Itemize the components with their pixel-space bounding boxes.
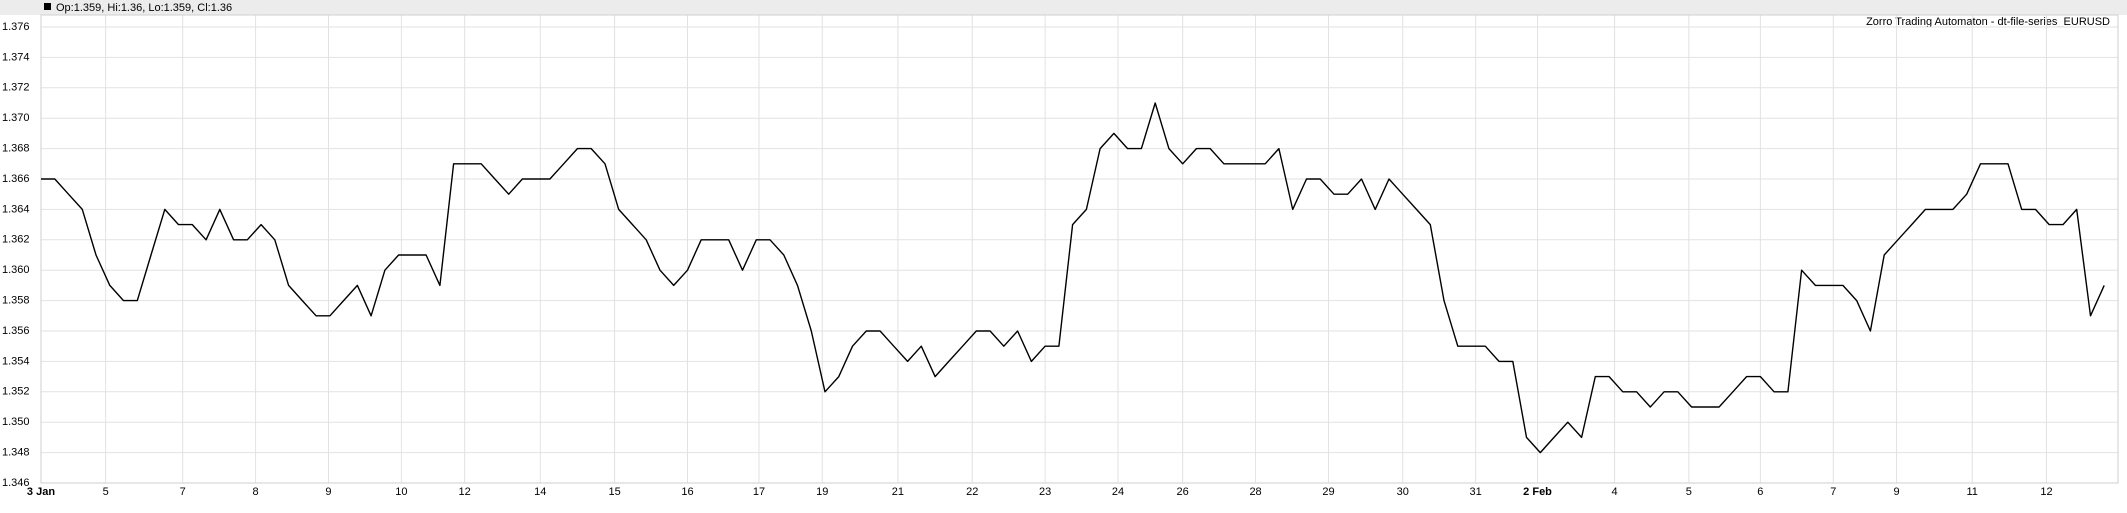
x-tick-label: 11: [1966, 486, 1977, 498]
y-tick-label: 1.358: [2, 295, 30, 307]
x-tick-label: 12: [459, 486, 471, 498]
x-tick-label: 8: [253, 486, 259, 498]
x-tick-label: 28: [1249, 486, 1261, 498]
x-tick-label: 19: [816, 486, 828, 498]
x-tick-label: 12: [2040, 486, 2052, 498]
y-tick-label: 1.352: [2, 386, 30, 398]
header-text: Op:1.359, Hi:1.36, Lo:1.359, Cl:1.36: [56, 2, 232, 14]
y-tick-label: 1.376: [2, 21, 30, 33]
x-tick-label: 9: [325, 486, 331, 498]
x-tick-label: 26: [1177, 486, 1189, 498]
x-tick-label: 3 Jan: [27, 486, 55, 498]
x-tick-label: 21: [892, 486, 904, 498]
header-marker: [44, 3, 51, 10]
y-tick-label: 1.356: [2, 325, 30, 337]
price-line: [41, 102, 2105, 454]
y-tick-label: 1.372: [2, 82, 30, 94]
x-tick-label: 14: [534, 486, 546, 498]
y-tick-label: 1.366: [2, 173, 30, 185]
y-tick-label: 1.360: [2, 264, 30, 276]
y-tick-label: 1.348: [2, 447, 30, 459]
x-tick-label: 15: [608, 486, 620, 498]
x-tick-label: 23: [1039, 486, 1051, 498]
x-tick-label: 5: [103, 486, 109, 498]
x-tick-label: 7: [180, 486, 186, 498]
y-tick-label: 1.350: [2, 416, 30, 428]
y-tick-label: 1.368: [2, 143, 30, 155]
chart-title: Zorro Trading Automaton - dt-file-series…: [1866, 16, 2110, 28]
x-tick-label: 7: [1830, 486, 1836, 498]
x-tick-label: 30: [1397, 486, 1409, 498]
x-tick-label: 2 Feb: [1523, 486, 1552, 498]
y-tick-label: 1.364: [2, 203, 30, 215]
x-tick-label: 17: [753, 486, 765, 498]
x-tick-label: 24: [1112, 486, 1124, 498]
y-tick-label: 1.370: [2, 112, 30, 124]
header-bar: [0, 0, 2127, 15]
x-tick-label: 4: [1612, 486, 1618, 498]
x-tick-label: 5: [1686, 486, 1692, 498]
plot-frame: [40, 14, 2119, 484]
x-tick-label: 6: [1757, 486, 1763, 498]
y-tick-label: 1.374: [2, 51, 30, 63]
x-tick-label: 29: [1322, 486, 1334, 498]
y-tick-label: 1.346: [2, 477, 30, 489]
x-tick-label: 10: [395, 486, 407, 498]
x-tick-label: 16: [681, 486, 693, 498]
y-tick-label: 1.354: [2, 355, 30, 367]
y-tick-label: 1.362: [2, 234, 30, 246]
x-tick-label: 31: [1470, 486, 1482, 498]
x-tick-label: 9: [1893, 486, 1899, 498]
x-tick-label: 22: [966, 486, 978, 498]
